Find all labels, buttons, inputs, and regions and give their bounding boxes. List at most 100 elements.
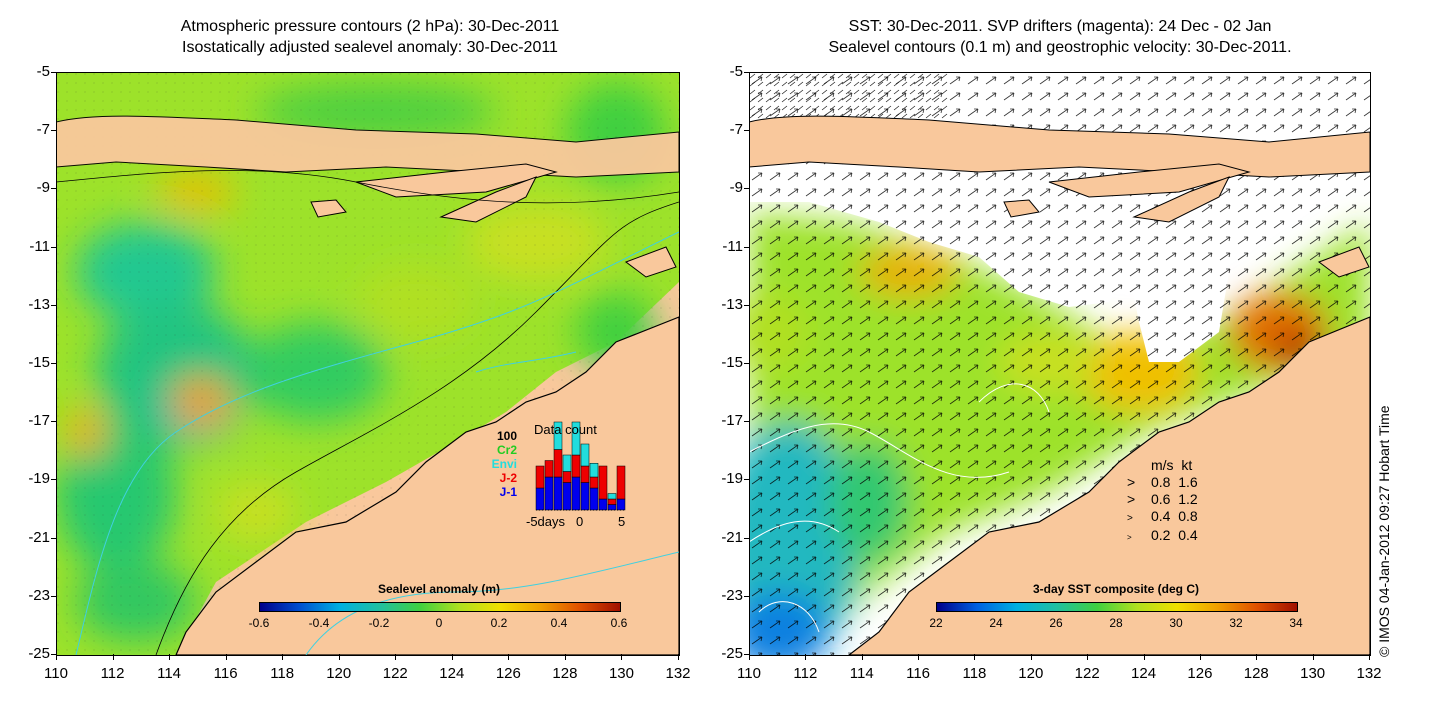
vel-header-kt: kt <box>1181 457 1193 473</box>
right-x-tick-label: 126 <box>1187 665 1213 682</box>
left-x-tick-label: 128 <box>552 665 578 682</box>
right-y-tick <box>744 479 749 481</box>
sealevel-anomaly-map <box>56 72 679 655</box>
data-count-title: Data count <box>534 422 597 437</box>
right-y-tick-label: -13 <box>721 295 743 313</box>
left-y-tick <box>51 537 56 539</box>
left-x-tick-label: 132 <box>665 665 691 682</box>
left-y-tick <box>51 130 56 132</box>
left-x-tick-label: 110 <box>44 665 68 682</box>
right-y-tick-label: -11 <box>722 237 743 255</box>
data-count-bar <box>598 498 608 511</box>
sst-colorbar-label: 24 <box>989 616 1003 630</box>
left-x-tick <box>338 654 340 660</box>
left-y-tick-label: -19 <box>28 470 50 488</box>
data-count-legend: 100 Cr2 Envi J-2 J-1 <box>481 429 517 499</box>
right-x-tick-label: 118 <box>962 665 987 682</box>
sst-colorbar-label: 32 <box>1229 616 1243 630</box>
sla-colorbar-title: Sealevel anomaly (m) <box>377 582 501 596</box>
sla-colorbar-label: -0.2 <box>368 616 390 630</box>
right-map-panel: m/s kt >0.8 1.6 >0.6 1.2 >0.4 0.8 >0.2 0… <box>749 72 1370 655</box>
left-y-tick <box>51 304 56 306</box>
sla-colorbar-label: -0.4 <box>308 616 330 630</box>
data-count-bar <box>553 449 563 478</box>
right-x-tick-label: 114 <box>849 665 874 682</box>
data-count-bar <box>589 476 599 489</box>
right-x-tick <box>1199 654 1201 660</box>
right-x-tick <box>749 654 750 660</box>
left-y-tick-label: -25 <box>28 645 50 662</box>
data-count-bar <box>544 476 554 511</box>
left-x-tick-label: 124 <box>439 665 465 682</box>
left-x-tick <box>508 654 510 660</box>
left-x-tick-label: 114 <box>157 665 182 682</box>
sst-colorbar-label: 30 <box>1169 616 1183 630</box>
data-count-histogram <box>535 421 626 511</box>
vel-row-4-kt: 0.4 <box>1178 527 1198 543</box>
left-x-tick-label: 130 <box>608 665 634 682</box>
data-count-bar <box>607 493 617 500</box>
left-title-line1: Atmospheric pressure contours (2 hPa): 3… <box>180 18 560 35</box>
right-x-tick <box>918 654 920 660</box>
right-y-tick-label: -21 <box>721 528 743 546</box>
right-y-tick <box>744 246 749 248</box>
sla-colorbar-label: -0.6 <box>248 616 270 630</box>
right-x-tick-label: 122 <box>1074 665 1100 682</box>
data-count-bar <box>580 482 590 511</box>
legend-j1: J-1 <box>499 485 517 499</box>
left-y-tick-label: -21 <box>28 528 50 546</box>
sla-colorbar <box>259 602 621 612</box>
data-count-bar <box>589 487 599 511</box>
sst-colorbar-label: 28 <box>1109 616 1123 630</box>
left-x-tick <box>678 654 679 660</box>
legend-envi: Envi <box>491 457 517 471</box>
right-x-tick <box>974 654 976 660</box>
data-count-bar <box>598 465 608 500</box>
right-y-tick <box>744 537 749 539</box>
sla-colorbar-label: 0.6 <box>610 616 628 630</box>
vel-row-2-ms: 0.6 <box>1151 491 1171 507</box>
right-y-tick-label: -19 <box>721 470 743 488</box>
left-x-tick-label: 118 <box>270 665 295 682</box>
right-x-tick <box>1312 654 1314 660</box>
vel-row-4-ms: 0.2 <box>1151 527 1171 543</box>
data-count-bar <box>580 443 590 467</box>
data-count-bar <box>580 465 590 483</box>
right-y-tick <box>744 421 749 423</box>
left-title-line2: Isostatically adjusted sealevel anomaly:… <box>182 39 558 56</box>
data-count-bar <box>616 465 626 500</box>
sla-colorbar-label: 0 <box>435 616 443 630</box>
right-y-tick <box>744 188 749 190</box>
vel-row-2-kt: 1.2 <box>1178 491 1198 507</box>
legend-cr2: Cr2 <box>496 443 517 457</box>
sst-colorbar-label: 26 <box>1049 616 1063 630</box>
right-x-tick-label: 124 <box>1131 665 1157 682</box>
data-count-scale-label: 100 <box>496 429 517 443</box>
left-x-tick <box>282 654 284 660</box>
left-y-tick <box>51 421 56 423</box>
data-count-x-zero: 0 <box>576 514 584 529</box>
left-y-tick-label: -13 <box>28 295 50 313</box>
data-count-bar <box>607 504 617 511</box>
data-count-bar <box>571 476 581 511</box>
left-y-tick-label: -11 <box>29 237 50 255</box>
sst-colorbar <box>936 602 1298 612</box>
left-y-tick-label: -17 <box>28 412 50 430</box>
right-y-tick-label: -9 <box>729 179 743 197</box>
right-y-tick-label: -7 <box>729 121 743 139</box>
left-x-tick <box>621 654 623 660</box>
left-x-tick <box>451 654 453 660</box>
data-count-bar <box>589 463 599 478</box>
right-x-tick-label: 116 <box>906 665 931 682</box>
left-map-panel: 100 Cr2 Envi J-2 J-1 Data count -5days 0… <box>56 72 679 655</box>
left-y-tick <box>51 363 56 364</box>
right-title-line2: Sealevel contours (0.1 m) and geostrophi… <box>828 39 1292 56</box>
data-count-x-left: -5days <box>526 514 566 529</box>
left-x-tick <box>395 654 397 660</box>
left-y-tick-label: -5 <box>36 63 50 80</box>
right-y-tick-label: -5 <box>729 63 743 80</box>
left-y-tick <box>51 595 56 597</box>
right-y-tick <box>744 130 749 132</box>
right-title-line1: SST: 30-Dec-2011. SVP drifters (magenta)… <box>848 18 1272 35</box>
right-y-tick <box>744 72 749 73</box>
